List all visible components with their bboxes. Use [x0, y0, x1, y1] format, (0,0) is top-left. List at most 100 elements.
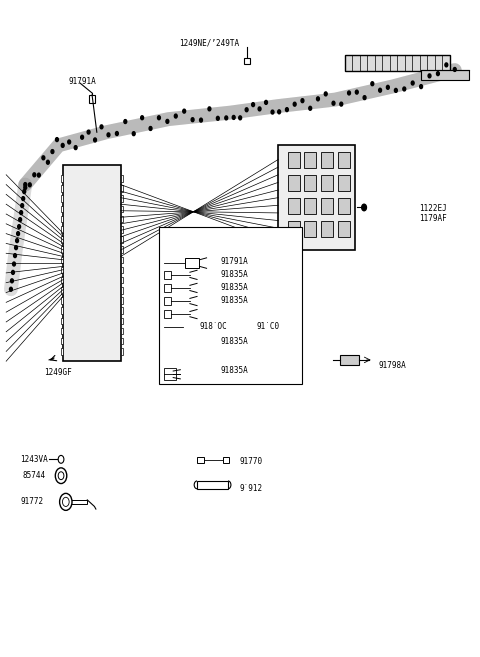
- Circle shape: [94, 134, 96, 138]
- Text: 91˙C0: 91˙C0: [257, 322, 280, 331]
- Circle shape: [37, 173, 40, 177]
- Bar: [288, 221, 300, 237]
- Circle shape: [395, 89, 397, 93]
- Circle shape: [81, 132, 84, 136]
- Circle shape: [12, 271, 14, 275]
- Circle shape: [166, 112, 169, 116]
- Bar: [288, 152, 300, 168]
- Bar: [61, 196, 63, 202]
- Circle shape: [58, 455, 64, 463]
- Circle shape: [293, 95, 296, 99]
- Bar: [321, 198, 333, 214]
- Circle shape: [363, 91, 366, 95]
- Bar: [120, 267, 123, 273]
- Text: 1249NE/’249TA: 1249NE/’249TA: [179, 38, 239, 47]
- Circle shape: [403, 87, 406, 91]
- Bar: [164, 310, 171, 318]
- Circle shape: [340, 104, 343, 108]
- Circle shape: [13, 254, 16, 258]
- Bar: [120, 236, 123, 242]
- Text: 1122EJ: 1122EJ: [419, 204, 447, 214]
- Bar: [120, 226, 123, 233]
- Bar: [61, 348, 63, 355]
- Circle shape: [232, 111, 235, 115]
- Circle shape: [56, 137, 59, 141]
- Bar: [120, 287, 123, 294]
- Circle shape: [61, 141, 64, 145]
- Circle shape: [386, 83, 389, 87]
- Bar: [61, 216, 63, 222]
- Bar: [61, 297, 63, 304]
- Text: 91835A: 91835A: [221, 270, 249, 279]
- Circle shape: [225, 104, 228, 108]
- Bar: [61, 277, 63, 283]
- Bar: [120, 338, 123, 344]
- Circle shape: [107, 123, 110, 127]
- Bar: [164, 271, 171, 279]
- Text: 85744: 85744: [23, 471, 46, 480]
- Circle shape: [348, 99, 350, 102]
- Bar: [421, 70, 469, 80]
- Circle shape: [183, 122, 186, 125]
- Circle shape: [24, 183, 27, 187]
- Bar: [197, 481, 228, 489]
- Bar: [61, 256, 63, 263]
- Circle shape: [379, 91, 382, 95]
- Bar: [61, 226, 63, 233]
- Circle shape: [116, 121, 119, 125]
- Bar: [197, 457, 204, 463]
- Circle shape: [309, 102, 312, 106]
- Bar: [66, 500, 87, 504]
- Bar: [61, 236, 63, 242]
- Circle shape: [258, 106, 261, 110]
- Circle shape: [20, 211, 23, 215]
- Bar: [120, 256, 123, 263]
- Text: 9˙912: 9˙912: [240, 484, 263, 493]
- Bar: [304, 175, 316, 191]
- Text: 91798A: 91798A: [378, 361, 406, 370]
- Circle shape: [19, 217, 22, 221]
- Bar: [120, 317, 123, 324]
- Circle shape: [371, 91, 374, 95]
- Bar: [61, 287, 63, 294]
- Bar: [321, 152, 333, 168]
- Circle shape: [271, 102, 274, 106]
- Circle shape: [316, 99, 319, 103]
- Bar: [61, 307, 63, 314]
- Bar: [61, 206, 63, 212]
- Bar: [120, 348, 123, 355]
- Bar: [244, 58, 251, 64]
- Circle shape: [324, 97, 327, 101]
- Bar: [304, 221, 316, 237]
- Circle shape: [60, 493, 72, 510]
- Bar: [120, 216, 123, 222]
- Circle shape: [420, 72, 422, 76]
- Text: 91835A: 91835A: [221, 337, 249, 346]
- Circle shape: [42, 164, 45, 168]
- Circle shape: [239, 112, 241, 116]
- Circle shape: [124, 124, 127, 127]
- Bar: [321, 221, 333, 237]
- Circle shape: [332, 95, 335, 99]
- Text: 91772: 91772: [21, 497, 44, 507]
- Circle shape: [47, 150, 49, 154]
- Circle shape: [355, 95, 358, 99]
- Bar: [338, 152, 350, 168]
- Circle shape: [55, 468, 67, 484]
- Circle shape: [286, 108, 288, 112]
- Circle shape: [278, 98, 281, 102]
- Bar: [164, 368, 176, 380]
- Text: 91791A: 91791A: [221, 258, 249, 266]
- Bar: [304, 198, 316, 214]
- Circle shape: [216, 115, 219, 119]
- Circle shape: [264, 102, 267, 106]
- Bar: [120, 277, 123, 283]
- Bar: [288, 198, 300, 214]
- Text: 918˙OC: 918˙OC: [199, 322, 227, 331]
- Bar: [120, 246, 123, 253]
- Circle shape: [200, 106, 203, 110]
- Circle shape: [21, 204, 24, 208]
- Circle shape: [24, 188, 27, 192]
- Circle shape: [245, 104, 248, 108]
- Bar: [120, 196, 123, 202]
